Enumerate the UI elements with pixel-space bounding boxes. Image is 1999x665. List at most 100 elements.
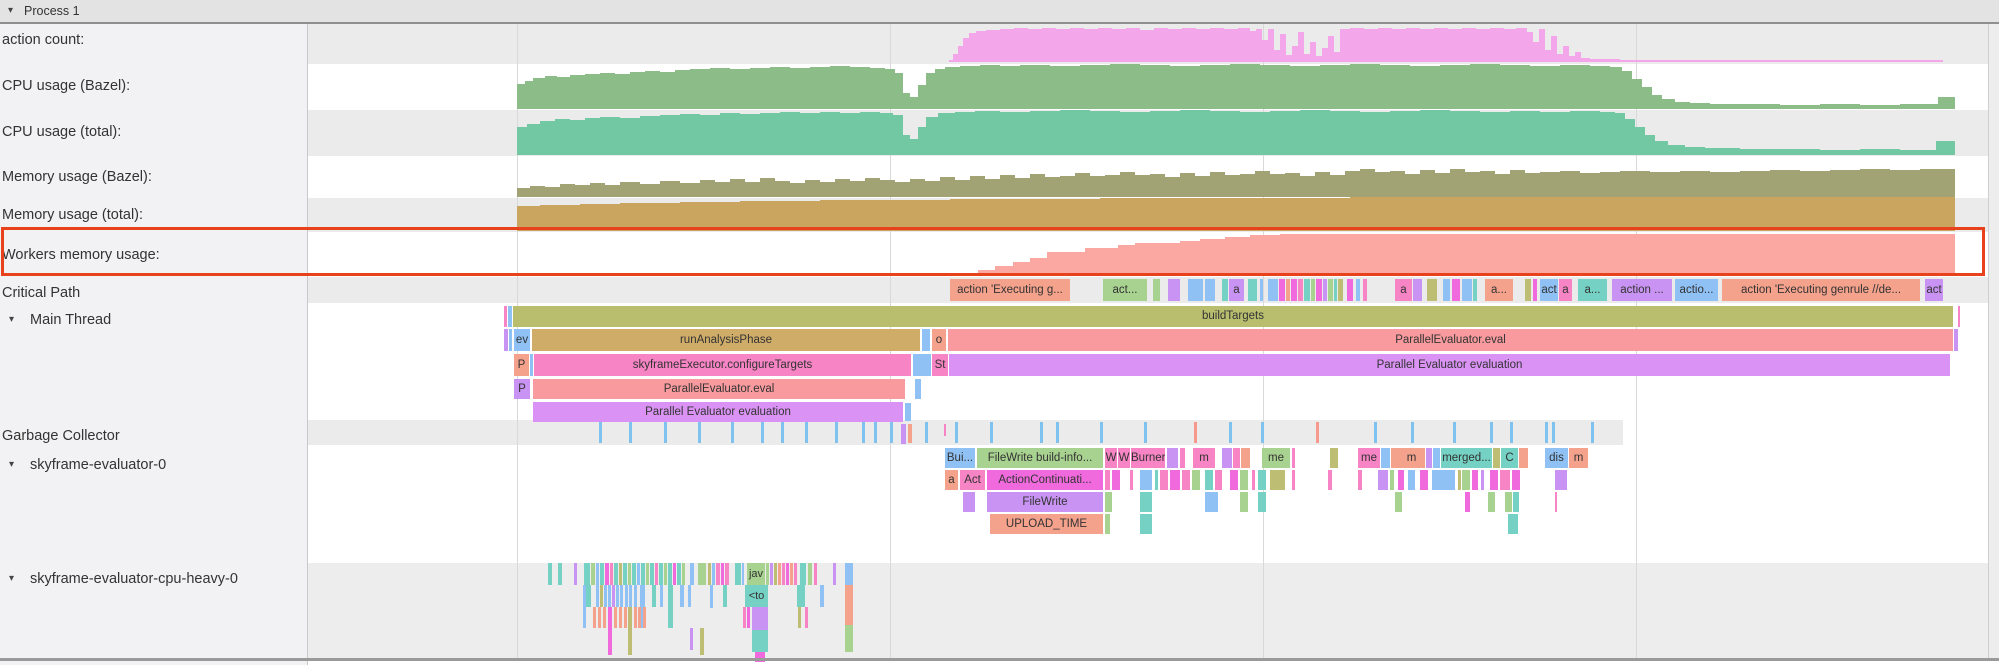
skyframe-evaluator-0-slice[interactable] [1508, 514, 1518, 534]
skyframe-evaluator-0-slice[interactable] [1555, 492, 1557, 512]
skyframe-evaluator-cpu-heavy-0-slice[interactable] [766, 563, 769, 585]
gc-tick[interactable] [1229, 422, 1232, 443]
skyframe-evaluator-0-slice[interactable] [1240, 492, 1248, 512]
main-thread-slice[interactable] [1954, 329, 1958, 351]
gc-tick[interactable] [1261, 422, 1264, 443]
skyframe-evaluator-cpu-heavy-0-slice[interactable] [668, 563, 672, 585]
skyframe-evaluator-0-slice[interactable] [1390, 470, 1394, 490]
main-thread-slice[interactable]: skyframeExecutor.configureTargets [534, 354, 911, 376]
gc-tick[interactable] [835, 422, 838, 443]
critical-path-slice[interactable] [1452, 279, 1460, 301]
skyframe-evaluator-0-slice[interactable] [1160, 470, 1168, 490]
skyframe-evaluator-cpu-heavy-0-slice[interactable] [677, 563, 681, 585]
skyframe-evaluator-0-slice[interactable] [1505, 492, 1512, 512]
skyframe-evaluator-cpu-heavy-0-slice[interactable] [664, 563, 667, 585]
critical-path-slice[interactable] [1222, 279, 1228, 301]
skyframe-evaluator-cpu-heavy-0-slice[interactable] [558, 563, 562, 585]
main-thread-slice[interactable]: P [514, 379, 530, 399]
gc-tick[interactable] [1552, 422, 1555, 443]
skyframe-evaluator-0-slice[interactable] [1205, 470, 1213, 490]
collapse-icon[interactable]: ▾ [9, 314, 15, 325]
critical-path-slice[interactable] [1304, 279, 1310, 301]
skyframe-evaluator-cpu-heavy-0-slice[interactable] [637, 563, 640, 585]
chart-memory-usage-total[interactable] [517, 197, 1955, 231]
main-thread-slice[interactable]: Parallel Evaluator evaluation [949, 354, 1950, 376]
skyframe-evaluator-0-slice[interactable] [1391, 448, 1398, 468]
skyframe-evaluator-cpu-heavy-0-slice[interactable] [628, 607, 632, 655]
skyframe-evaluator-cpu-heavy-0-slice[interactable] [794, 563, 797, 585]
skyframe-evaluator-0-slice[interactable] [1155, 470, 1158, 490]
skyframe-evaluator-0-slice[interactable] [1408, 470, 1415, 490]
skyframe-evaluator-cpu-heavy-0-slice[interactable] [845, 563, 853, 585]
critical-path-slice[interactable] [1323, 279, 1327, 301]
critical-path-slice[interactable] [1188, 279, 1203, 301]
critical-path-slice[interactable]: a [1395, 279, 1412, 301]
skyframe-evaluator-cpu-heavy-0-slice[interactable] [774, 563, 777, 585]
skyframe-evaluator-cpu-heavy-0-slice[interactable] [600, 563, 604, 585]
skyframe-evaluator-cpu-heavy-0-slice[interactable] [808, 563, 812, 585]
critical-path-slice[interactable] [1356, 279, 1360, 301]
skyframe-evaluator-0-slice[interactable] [1105, 470, 1110, 490]
skyframe-evaluator-cpu-heavy-0-slice[interactable] [643, 607, 646, 628]
skyframe-evaluator-cpu-heavy-0-slice[interactable] [640, 585, 645, 628]
chart-cpu-usage-bazel[interactable] [517, 64, 1955, 109]
gc-tick[interactable] [629, 422, 632, 443]
skyframe-evaluator-0-slice[interactable] [1105, 514, 1110, 534]
skyframe-evaluator-0-slice[interactable]: Act [960, 470, 985, 490]
skyframe-evaluator-0-slice[interactable] [1241, 448, 1250, 468]
critical-path-slice[interactable]: a... [1578, 279, 1607, 301]
critical-path-slice[interactable] [1443, 279, 1450, 301]
skyframe-evaluator-0-slice[interactable] [1426, 448, 1432, 468]
skyframe-evaluator-0-slice[interactable] [1490, 470, 1498, 490]
skyframe-evaluator-cpu-heavy-0-slice[interactable] [650, 563, 654, 585]
skyframe-evaluator-0-slice[interactable] [1512, 470, 1520, 490]
chart-workers-memory-usage[interactable] [978, 234, 1955, 274]
main-thread-slice[interactable]: ParallelEvaluator.eval [948, 329, 1953, 351]
main-thread-slice[interactable]: ev [514, 329, 530, 351]
skyframe-evaluator-cpu-heavy-0-slice[interactable] [591, 563, 595, 585]
skyframe-evaluator-cpu-heavy-0-slice[interactable] [710, 585, 713, 608]
gc-tick[interactable] [1490, 422, 1493, 443]
skyframe-evaluator-0-slice[interactable] [1182, 470, 1190, 490]
skyframe-evaluator-0-slice[interactable] [1465, 492, 1470, 512]
gc-tick[interactable] [761, 422, 764, 443]
critical-path-slice[interactable] [1338, 279, 1343, 301]
skyframe-evaluator-cpu-heavy-0-slice[interactable] [790, 563, 793, 585]
collapse-icon[interactable]: ▾ [9, 459, 15, 470]
thread-slice[interactable] [901, 424, 906, 444]
gc-tick[interactable] [1056, 422, 1059, 443]
gc-tick[interactable] [805, 422, 808, 443]
skyframe-evaluator-cpu-heavy-0-slice[interactable] [690, 563, 694, 585]
skyframe-evaluator-cpu-heavy-0-slice[interactable] [752, 630, 768, 652]
skyframe-evaluator-0-slice[interactable] [1462, 470, 1470, 490]
skyframe-evaluator-cpu-heavy-0-slice[interactable] [574, 563, 577, 585]
main-thread-slice[interactable]: buildTargets [513, 306, 1953, 327]
skyframe-evaluator-cpu-heavy-0-slice[interactable] [680, 585, 684, 607]
skyframe-evaluator-cpu-heavy-0-slice[interactable] [845, 625, 853, 652]
skyframe-evaluator-cpu-heavy-0-slice[interactable] [723, 585, 727, 607]
skyframe-evaluator-0-slice[interactable]: merged... [1441, 448, 1492, 468]
skyframe-evaluator-cpu-heavy-0-slice[interactable] [798, 607, 801, 628]
critical-path-slice[interactable] [1279, 279, 1285, 301]
skyframe-evaluator-cpu-heavy-0-slice[interactable] [747, 607, 750, 628]
skyframe-evaluator-cpu-heavy-0-slice[interactable] [586, 585, 591, 607]
gc-tick[interactable] [862, 422, 865, 443]
skyframe-evaluator-cpu-heavy-0-slice[interactable] [625, 585, 628, 607]
skyframe-evaluator-cpu-heavy-0-slice[interactable] [593, 607, 596, 628]
skyframe-evaluator-cpu-heavy-0-slice[interactable] [690, 628, 693, 650]
skyframe-evaluator-cpu-heavy-0-slice[interactable] [682, 563, 685, 585]
skyframe-evaluator-cpu-heavy-0-slice[interactable] [614, 563, 618, 585]
skyframe-evaluator-0-slice[interactable] [1215, 470, 1222, 490]
gc-tick[interactable] [1374, 422, 1377, 443]
skyframe-evaluator-0-slice[interactable] [1513, 492, 1519, 512]
gc-tick[interactable] [1591, 422, 1594, 443]
skyframe-evaluator-cpu-heavy-0-slice[interactable] [673, 563, 676, 585]
skyframe-evaluator-cpu-heavy-0-slice[interactable] [652, 585, 656, 607]
skyframe-evaluator-cpu-heavy-0-slice[interactable] [725, 563, 729, 585]
skyframe-evaluator-0-slice[interactable] [1481, 470, 1484, 490]
skyframe-evaluator-0-slice[interactable]: Bui... [945, 448, 975, 468]
critical-path-slice[interactable] [1248, 279, 1257, 301]
skyframe-evaluator-cpu-heavy-0-slice[interactable] [634, 585, 637, 607]
critical-path-slice[interactable]: a [1229, 279, 1244, 301]
skyframe-evaluator-cpu-heavy-0-slice[interactable] [668, 585, 673, 628]
